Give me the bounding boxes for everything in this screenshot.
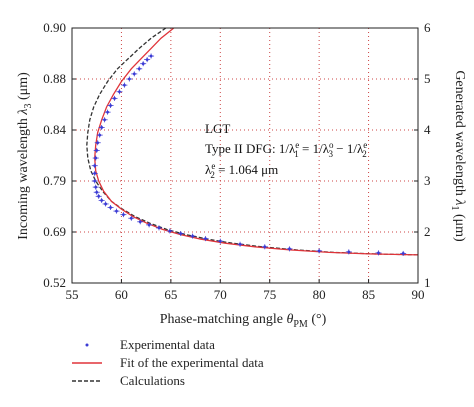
experimental-point xyxy=(93,171,97,175)
process-sub-2: 2 xyxy=(362,149,367,159)
experimental-point xyxy=(238,242,242,246)
annotation-lambda2: λe 2 = 1.064 μm xyxy=(205,161,278,180)
process-sub-3: 3 xyxy=(329,149,334,159)
legend-dashed-line-icon xyxy=(72,380,102,382)
experimental-point xyxy=(98,133,102,137)
experimental-point xyxy=(127,77,131,81)
x-tick-label: 90 xyxy=(412,287,425,302)
experimental-point xyxy=(95,190,99,194)
x-tick-label: 70 xyxy=(214,287,227,302)
experimental-point xyxy=(95,149,99,152)
y-right-tick-label: 6 xyxy=(424,20,431,35)
annotation-crystal: LGT xyxy=(205,121,230,136)
experimental-point xyxy=(93,179,97,183)
experimental-point xyxy=(263,245,267,249)
y-axis-right-label: Generated wavelength λ1 (μm) xyxy=(448,70,467,242)
experimental-point xyxy=(122,83,126,87)
process-rest2: − 1/λ xyxy=(333,141,364,156)
lambda2-symbol: λ xyxy=(205,162,212,177)
annotation-process: Type II DFG: 1/λe 1 = 1/λo 3 − 1/λe 2 xyxy=(205,140,367,159)
experimental-point xyxy=(149,54,153,58)
legend-label-experimental: Experimental data xyxy=(120,337,215,352)
experimental-point xyxy=(138,220,142,224)
y-left-tick-label: 0.84 xyxy=(43,122,66,137)
legend-dot-icon xyxy=(85,343,89,347)
experimental-point xyxy=(109,206,112,209)
experimental-point xyxy=(100,198,104,202)
process-sup-o: o xyxy=(329,140,334,150)
experimental-point xyxy=(118,90,121,94)
experimental-point xyxy=(317,249,321,253)
experimental-point xyxy=(106,110,109,114)
chart-svg: 55 60 65 70 75 80 85 901234560.520.690.790.840.… xyxy=(16,20,467,331)
experimental-point xyxy=(103,118,107,122)
experimental-point xyxy=(100,126,104,129)
experimental-point xyxy=(145,58,149,62)
experimental-point xyxy=(94,185,98,189)
experimental-point xyxy=(288,247,291,251)
experimental-point xyxy=(204,237,207,241)
y-left-tick-label: 0.90 xyxy=(43,20,66,35)
process-sup-e2: e xyxy=(363,140,367,150)
y-left-tick-label: 0.69 xyxy=(43,224,66,239)
y-left-tick-label: 0.52 xyxy=(43,275,66,290)
experimental-point xyxy=(377,251,380,255)
experimental-point xyxy=(94,156,98,160)
experimental-point xyxy=(168,229,172,233)
legend-label-calculations: Calculations xyxy=(120,373,185,388)
lambda2-sub-2: 2 xyxy=(210,170,215,180)
y-axis-left-label: Incoming wavelength λ3 (μm) xyxy=(16,72,35,240)
experimental-point xyxy=(122,213,125,217)
y-left-tick-label: 0.88 xyxy=(43,71,66,86)
experimental-point xyxy=(141,62,145,66)
experimental-point xyxy=(132,72,136,76)
experimental-point xyxy=(96,141,100,145)
x-axis-label: Phase-matching angle θPM (°) xyxy=(160,312,327,331)
experimental-point xyxy=(113,96,116,100)
lambda2-value: = 1.064 μm xyxy=(215,162,278,177)
x-tick-label: 65 xyxy=(164,287,177,302)
y-right-tick-label: 3 xyxy=(424,173,431,188)
experimental-point xyxy=(218,239,222,243)
experimental-point xyxy=(109,104,112,107)
process-rest: = 1/λ xyxy=(299,141,330,156)
calculations-curve xyxy=(86,27,419,256)
legend-line-icon xyxy=(72,362,102,364)
lambda2-sup-e: e xyxy=(211,161,215,171)
x-tick-label: 60 xyxy=(115,287,128,302)
x-tick-label: 80 xyxy=(313,287,326,302)
y-right-tick-label: 2 xyxy=(424,224,431,239)
experimental-point xyxy=(179,232,183,235)
axis-ticks: 55 60 65 70 75 80 85 901234560.520.690.790.840.… xyxy=(43,20,431,302)
x-tick-label: 75 xyxy=(263,287,276,302)
x-tick-label: 85 xyxy=(362,287,375,302)
experimental-point xyxy=(93,164,97,168)
experimental-point xyxy=(147,223,151,227)
y-right-tick-label: 1 xyxy=(424,275,431,290)
process-prefix: Type II DFG: 1/λ xyxy=(205,141,296,156)
experimental-point xyxy=(347,250,351,254)
y-right-tick-label: 5 xyxy=(424,71,431,86)
experimental-point xyxy=(191,234,195,238)
experimental-point xyxy=(137,67,141,71)
legend-label-fit: Fit of the experimental data xyxy=(120,355,264,370)
process-sup-e1: e xyxy=(295,140,299,150)
experimental-point xyxy=(157,226,161,230)
x-tick-label: 55 xyxy=(66,287,79,302)
process-sub-1: 1 xyxy=(294,149,299,159)
experimental-points xyxy=(91,53,407,256)
y-left-tick-label: 0.79 xyxy=(43,173,66,188)
experimental-point xyxy=(104,202,108,206)
experimental-point xyxy=(115,209,118,213)
experimental-point xyxy=(401,252,405,255)
plot-frame xyxy=(71,27,419,284)
experimental-point xyxy=(129,216,133,220)
y-right-tick-label: 4 xyxy=(424,122,431,137)
experimental-point xyxy=(97,194,101,198)
